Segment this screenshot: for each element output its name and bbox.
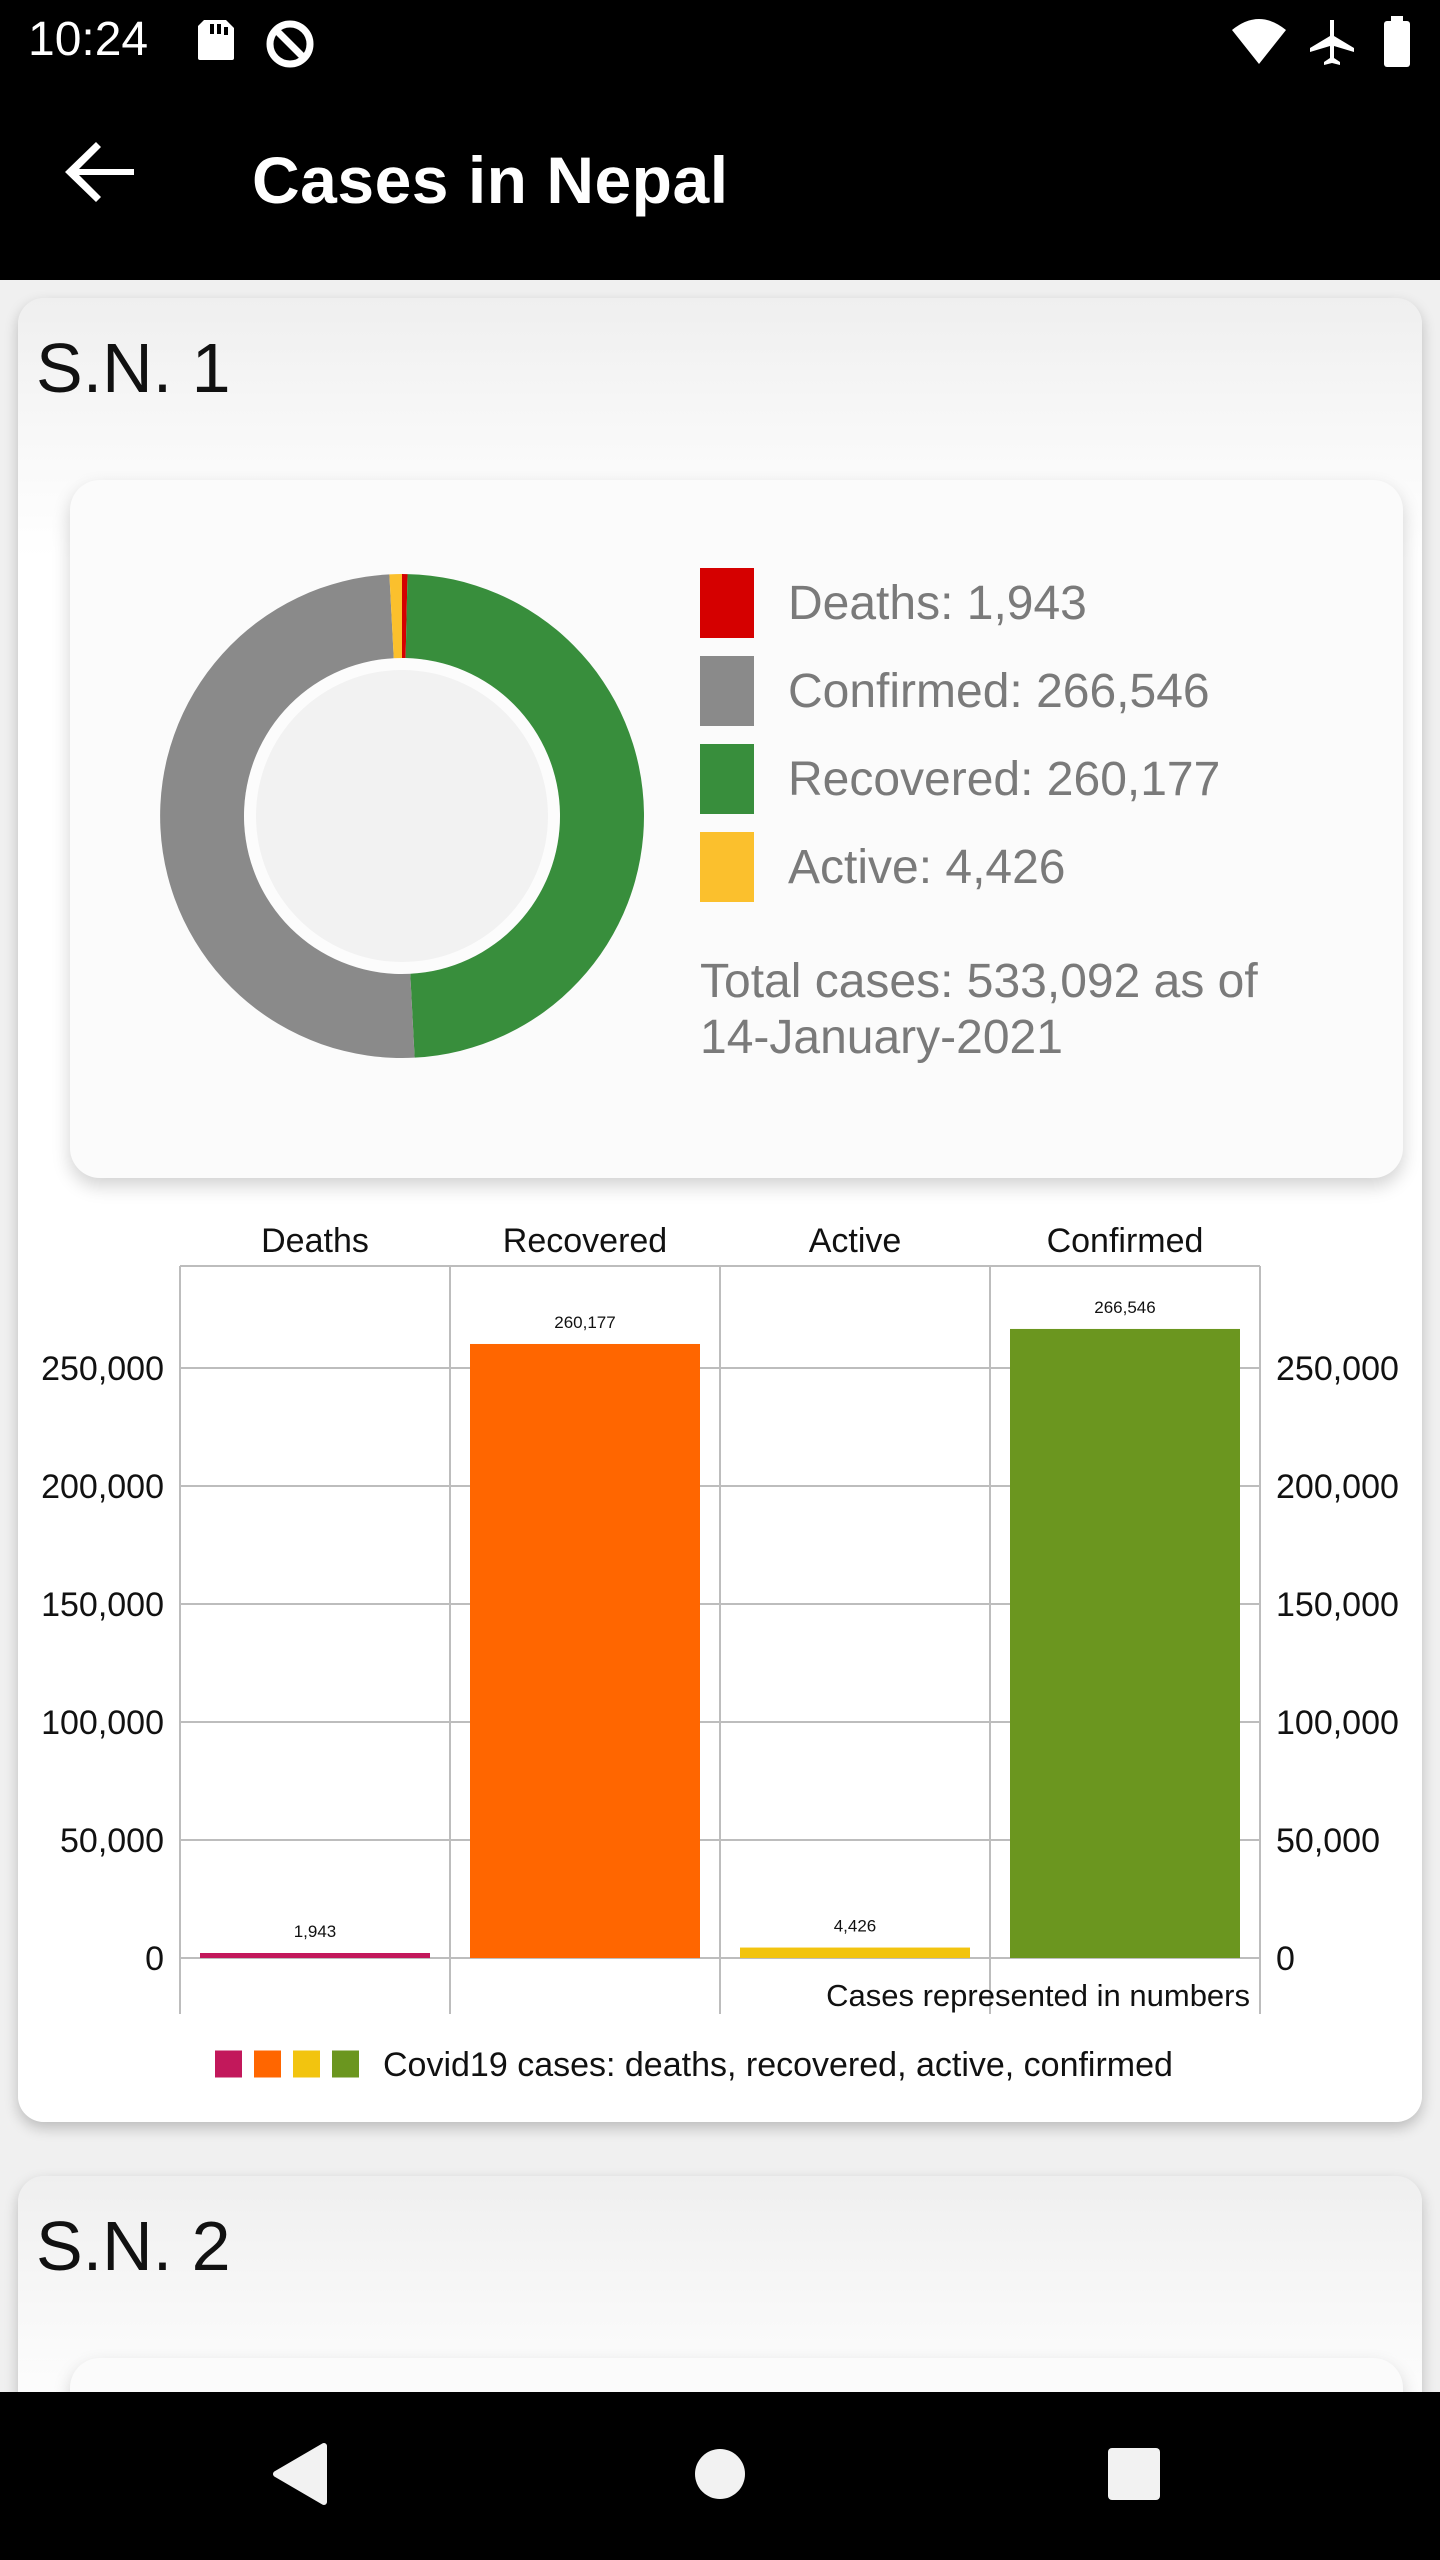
app-bar: Cases in Nepal bbox=[0, 84, 1440, 280]
y-tick-label-left: 150,000 bbox=[41, 1586, 164, 1624]
bar-value-label: 266,546 bbox=[1094, 1298, 1155, 1317]
donut-slice-recovered bbox=[405, 574, 644, 1058]
total-cases-date: 14-January-2021 bbox=[700, 1011, 1063, 1064]
case-card: S.N. 1 Deaths: 1,943 Confirmed: 266,546 … bbox=[18, 298, 1422, 2122]
nav-recents-button[interactable] bbox=[1107, 2447, 1161, 2506]
donut-hole bbox=[256, 670, 548, 962]
card-title: S.N. 1 bbox=[36, 329, 231, 407]
y-tick-label-left: 100,000 bbox=[41, 1704, 164, 1742]
x-axis-note: Cases represented in numbers bbox=[826, 1978, 1250, 2013]
status-time: 10:24 bbox=[28, 13, 149, 66]
bar-chart: 0 0 50,000 50,000 100,000 100,000 150,000 150,0… bbox=[41, 1222, 1399, 2084]
legend-swatch bbox=[254, 2050, 281, 2078]
nav-home-button[interactable] bbox=[693, 2447, 747, 2506]
legend-swatch bbox=[215, 2050, 242, 2078]
home-circle-icon bbox=[695, 2449, 745, 2499]
bar-recovered bbox=[470, 1343, 700, 1958]
bar-value-label: 1,943 bbox=[294, 1922, 337, 1941]
bar-active bbox=[740, 1947, 970, 1958]
wifi-icon bbox=[1230, 16, 1288, 73]
case-card: S.N. 2 bbox=[18, 2176, 1422, 2392]
donut-slice-active bbox=[389, 574, 402, 659]
donut-chart bbox=[160, 574, 644, 1058]
category-label: Recovered bbox=[503, 1222, 667, 1260]
legend-label: Active: 4,426 bbox=[788, 841, 1066, 894]
total-cases-line: Total cases: 533,092 as of bbox=[700, 955, 1258, 1008]
y-tick-label-left: 200,000 bbox=[41, 1468, 164, 1506]
page-title: Cases in Nepal bbox=[252, 143, 729, 217]
legend-swatch bbox=[700, 568, 754, 638]
donut-slice-deaths bbox=[402, 574, 408, 659]
y-tick-label-right: 100,000 bbox=[1276, 1704, 1399, 1742]
legend-swatch bbox=[700, 744, 754, 814]
chart-legend-text: Covid19 cases: deaths, recovered, active… bbox=[383, 2046, 1173, 2084]
bar-value-label: 4,426 bbox=[834, 1917, 877, 1936]
sd-card-icon bbox=[196, 18, 236, 67]
battery-icon bbox=[1382, 16, 1412, 73]
legend-swatch bbox=[700, 656, 754, 726]
data-saver-icon bbox=[264, 18, 316, 75]
bar-deaths bbox=[200, 1953, 430, 1958]
total-cases-text: Total cases: 533,092 as of 14-January-20… bbox=[700, 954, 1350, 1066]
donut-chart-card bbox=[70, 2358, 1403, 2392]
card-title: S.N. 2 bbox=[36, 2207, 231, 2285]
content-scroll[interactable]: S.N. 1 Deaths: 1,943 Confirmed: 266,546 … bbox=[0, 280, 1440, 2392]
legend-label: Deaths: 1,943 bbox=[788, 577, 1087, 630]
bar-value-label: 260,177 bbox=[554, 1313, 615, 1332]
recents-square-icon bbox=[1108, 2448, 1160, 2500]
arrow-back-icon bbox=[65, 142, 134, 202]
category-label: Deaths bbox=[261, 1222, 369, 1260]
y-tick-label-left: 50,000 bbox=[60, 1822, 164, 1860]
y-tick-label-left: 0 bbox=[145, 1940, 164, 1978]
category-label: Active bbox=[809, 1222, 902, 1260]
donut-chart-card: Deaths: 1,943 Confirmed: 266,546 Recover… bbox=[70, 480, 1403, 1178]
y-tick-label-right: 150,000 bbox=[1276, 1586, 1399, 1624]
legend-label: Confirmed: 266,546 bbox=[788, 665, 1210, 718]
back-button[interactable] bbox=[52, 124, 148, 220]
legend-swatch bbox=[332, 2050, 359, 2078]
airplane-icon bbox=[1306, 16, 1358, 73]
y-tick-label-left: 250,000 bbox=[41, 1350, 164, 1388]
category-label: Confirmed bbox=[1047, 1222, 1204, 1260]
legend-swatch bbox=[700, 832, 754, 902]
back-triangle-icon bbox=[273, 2443, 327, 2505]
legend-swatch bbox=[293, 2050, 320, 2078]
donut-slice-confirmed bbox=[160, 574, 415, 1058]
status-bar: 10:24 bbox=[0, 0, 1440, 84]
legend-label: Recovered: 260,177 bbox=[788, 753, 1221, 806]
y-tick-label-right: 200,000 bbox=[1276, 1468, 1399, 1506]
bar-confirmed bbox=[1010, 1328, 1240, 1958]
y-tick-label-right: 0 bbox=[1276, 1940, 1295, 1978]
nav-back-button[interactable] bbox=[270, 2442, 330, 2511]
y-tick-label-right: 50,000 bbox=[1276, 1822, 1380, 1860]
navigation-bar bbox=[0, 2392, 1440, 2560]
y-tick-label-right: 250,000 bbox=[1276, 1350, 1399, 1388]
